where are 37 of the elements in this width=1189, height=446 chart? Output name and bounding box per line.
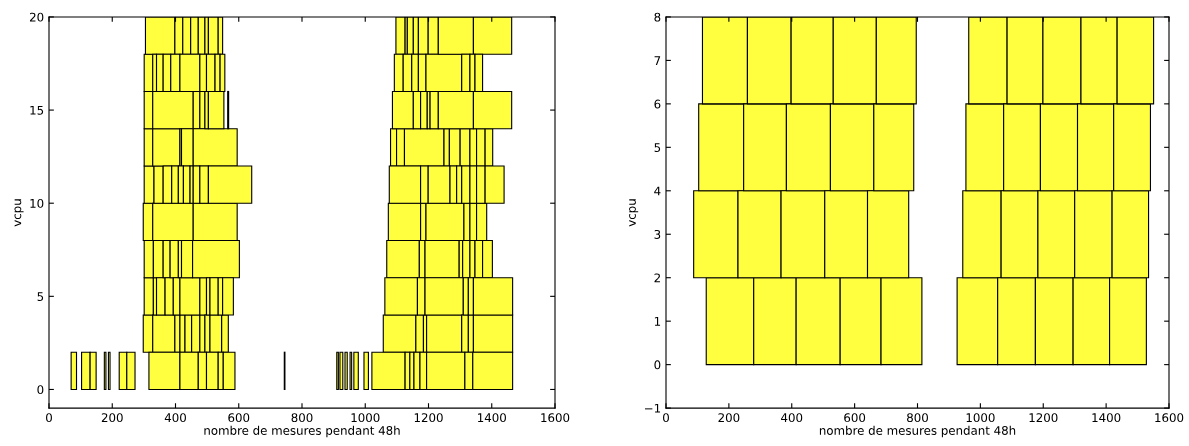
x-tick-label: 1400 [1092,413,1121,423]
x-tick-label: 0 [663,413,669,423]
x-axis-title: nombre de mesures pendant 48h [204,425,400,438]
x-tick-label: 600 [228,413,250,423]
y-tick-label: 4 [654,186,661,196]
x-tick-label: 800 [907,413,928,423]
x-tick-label: 1200 [414,413,443,423]
x-tick-label: 1400 [478,413,506,423]
x-tick-label: 1600 [541,413,570,423]
x-tick-label: 400 [781,413,803,423]
y-tick-label: 0 [37,385,44,395]
y-tick-label: 15 [30,105,44,115]
y-tick-label: 3 [654,229,661,239]
y-tick-label: 5 [37,292,44,301]
x-tick-label: 200 [101,413,123,423]
y-tick-label: −1 [644,403,661,413]
x-tick-label: 1000 [966,413,995,423]
x-tick-label: 0 [46,413,52,423]
y-axis-title: vcpu [629,199,639,227]
x-tick-label: 1200 [1029,413,1058,423]
y-tick-label: 20 [29,12,44,22]
x-tick-label: 400 [164,413,186,423]
y-tick-label: 6 [654,99,661,109]
y-tick-label: 8 [654,12,661,22]
y-tick-label: 5 [654,143,661,152]
x-tick-label: 800 [291,413,313,423]
y-tick-label: 7 [654,56,661,65]
y-tick-label: 10 [30,198,44,208]
y-tick-label: 2 [654,273,660,283]
x-axis-title: nombre de mesures pendant 48h [819,425,1016,438]
y-tick-label: 0 [654,360,661,370]
x-tick-label: 1600 [1155,413,1184,423]
x-tick-label: 600 [844,413,866,423]
x-tick-label: 1000 [351,413,380,423]
y-axis-title: vcpu [14,199,24,227]
x-tick-label: 200 [718,413,740,423]
y-tick-label: 1 [654,317,661,326]
